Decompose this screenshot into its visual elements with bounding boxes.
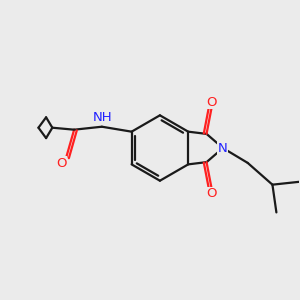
Text: NH: NH <box>93 111 113 124</box>
Text: O: O <box>56 157 67 170</box>
Text: O: O <box>206 96 217 109</box>
Text: N: N <box>218 142 228 154</box>
Text: O: O <box>206 187 217 200</box>
